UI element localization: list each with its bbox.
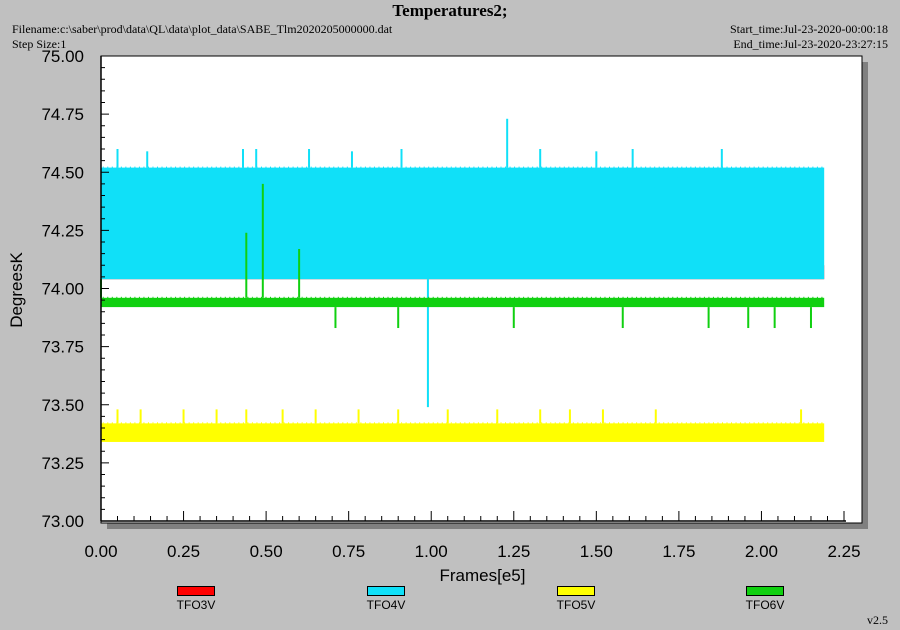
series-tfo4v xyxy=(101,118,825,408)
y-tick-label: 74.25 xyxy=(41,221,84,240)
legend-swatch-tfo4v xyxy=(367,586,405,596)
start-time-label: Start_time:Jul-23-2020-00:00:18 xyxy=(730,22,888,36)
legend-swatch-tfo3v xyxy=(177,586,215,596)
x-tick-label: 0.75 xyxy=(332,542,365,561)
series-band-tfo6v xyxy=(101,297,825,308)
end-time-label: End_time:Jul-23-2020-23:27:15 xyxy=(733,37,888,51)
plot-area xyxy=(100,55,863,524)
x-tick-label: 2.00 xyxy=(745,542,778,561)
x-tick-label: 2.25 xyxy=(827,542,860,561)
x-tick-label: 1.25 xyxy=(497,542,530,561)
file-info: Filename:c:\saber\prod\data\QL\data\plot… xyxy=(12,22,392,52)
legend-swatch-tfo5v xyxy=(557,586,595,596)
legend-label-tfo3v: TFO3V xyxy=(176,598,216,612)
legend-item-tfo3v: TFO3V xyxy=(156,586,236,612)
y-tick-label: 74.00 xyxy=(41,280,84,299)
series-band-tfo5v xyxy=(101,423,825,442)
y-tick-label: 73.50 xyxy=(41,396,84,415)
series-band-tfo4v xyxy=(101,167,825,280)
y-tick-label: 73.75 xyxy=(41,338,84,357)
x-tick-label: 0.25 xyxy=(167,542,200,561)
x-tick-label: 0.00 xyxy=(84,542,117,561)
time-info: Start_time:Jul-23-2020-00:00:18 End_time… xyxy=(730,22,888,52)
legend-label-tfo5v: TFO5V xyxy=(556,598,596,612)
series-tfo6v xyxy=(100,183,825,329)
legend-item-tfo6v: TFO6V xyxy=(725,586,805,612)
legend-item-tfo5v: TFO5V xyxy=(536,586,616,612)
chart-title: Temperatures2; xyxy=(392,1,508,20)
legend-label-tfo6v: TFO6V xyxy=(745,598,785,612)
legend-label-tfo4v: TFO4V xyxy=(366,598,406,612)
series-tfo5v xyxy=(101,409,825,442)
version-label: v2.5 xyxy=(867,613,888,627)
y-tick-label: 73.00 xyxy=(41,512,84,531)
x-tick-label: 1.00 xyxy=(415,542,448,561)
y-axis-label: DegreesK xyxy=(7,252,26,328)
y-tick-label: 73.25 xyxy=(41,454,84,473)
x-tick-label: 1.50 xyxy=(580,542,613,561)
legend-item-tfo4v: TFO4V xyxy=(346,586,426,612)
x-tick-label: 1.75 xyxy=(662,542,695,561)
filename-label: Filename:c:\saber\prod\data\QL\data\plot… xyxy=(12,22,393,36)
y-tick-label: 74.75 xyxy=(41,105,84,124)
x-tick-label: 0.50 xyxy=(250,542,283,561)
step-size-label: Step Size:1 xyxy=(12,37,67,51)
y-tick-label: 74.50 xyxy=(41,163,84,182)
legend-swatch-tfo6v xyxy=(746,586,784,596)
y-tick-label: 75.00 xyxy=(41,47,84,66)
x-axis-label: Frames[e5] xyxy=(440,566,526,585)
